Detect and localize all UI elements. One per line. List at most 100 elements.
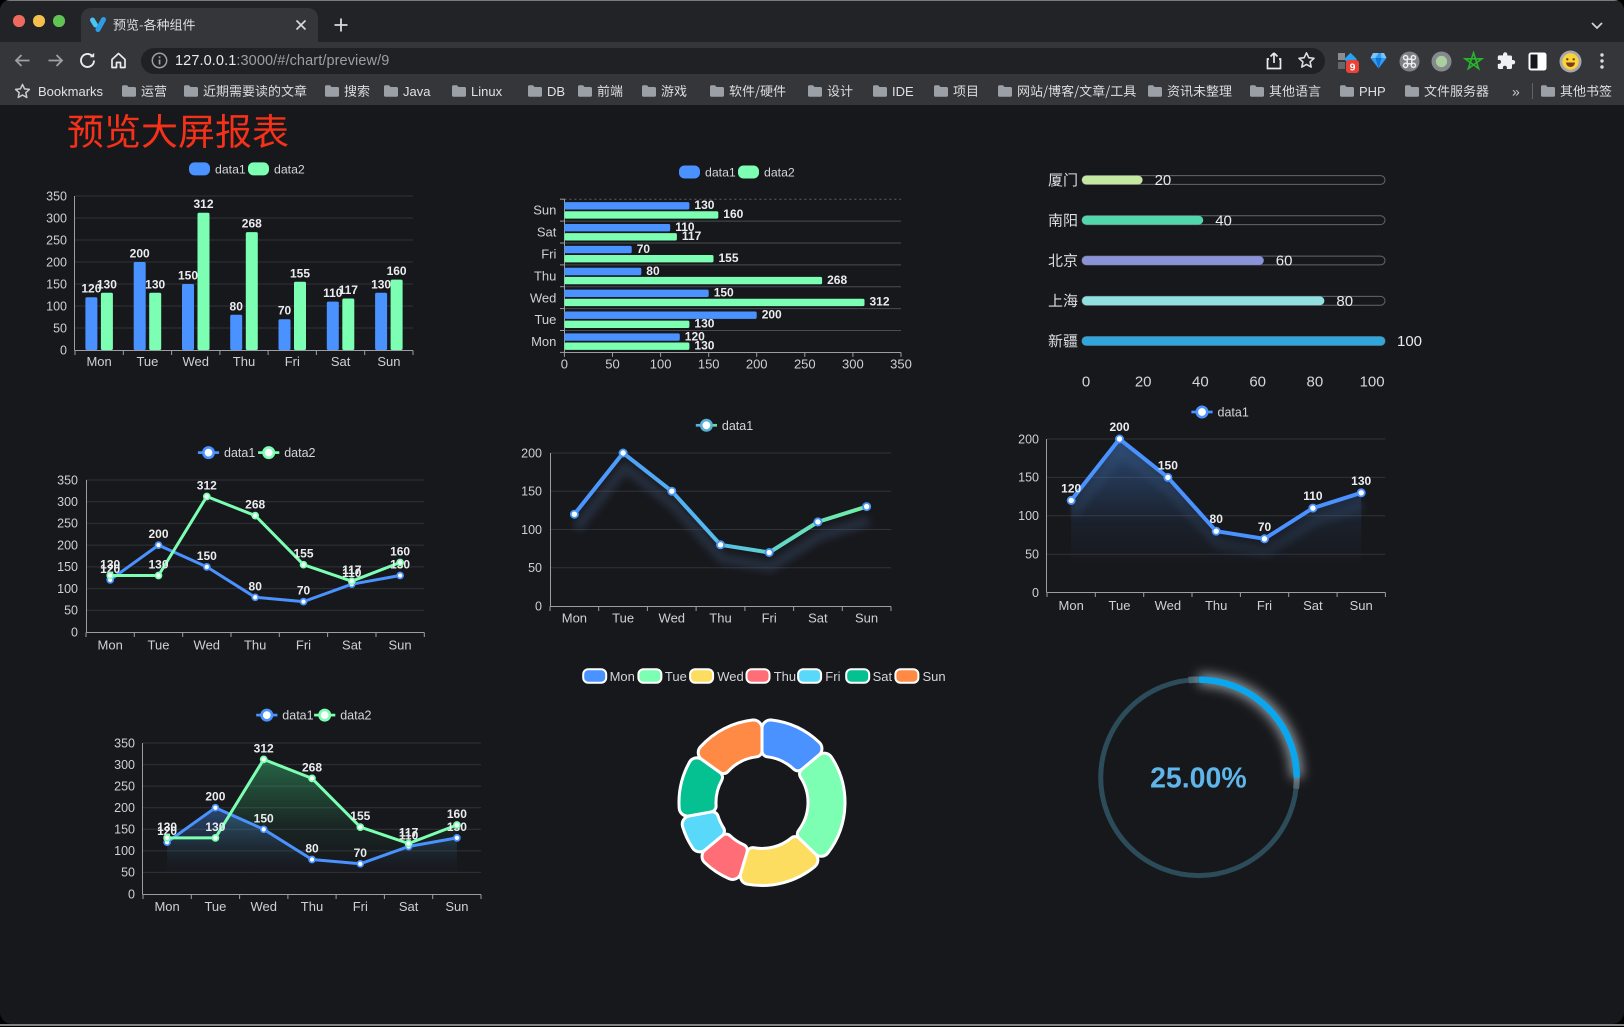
svg-text:20: 20 [1135,374,1152,391]
svg-text:120: 120 [100,562,120,576]
svg-text:Thu: Thu [709,611,731,626]
svg-text:50: 50 [53,321,67,335]
svg-text:350: 350 [890,357,912,372]
svg-text:data1: data1 [282,709,313,723]
svg-text:Mon: Mon [562,611,587,626]
svg-text:Bookmarks: Bookmarks [38,84,104,99]
svg-text:150: 150 [57,560,78,574]
svg-text:Fri: Fri [285,354,300,369]
svg-text:data1: data1 [215,163,246,177]
svg-text:200: 200 [205,790,225,804]
svg-text:130: 130 [148,558,168,572]
svg-text:Mon: Mon [154,899,179,914]
svg-text:Fri: Fri [825,669,840,684]
svg-text:Thu: Thu [233,354,255,369]
svg-text:80: 80 [1210,512,1224,526]
svg-text:312: 312 [197,479,217,493]
svg-text:data2: data2 [340,709,371,723]
svg-text:40: 40 [1192,374,1209,391]
svg-text:80: 80 [230,299,244,313]
svg-text:268: 268 [827,273,847,287]
svg-text:80: 80 [1336,293,1353,310]
svg-text:110: 110 [323,286,343,300]
svg-text:150: 150 [698,357,720,372]
svg-text:80: 80 [1307,374,1324,391]
svg-text:130: 130 [1351,474,1371,488]
svg-text:130: 130 [371,277,391,291]
svg-text:Fri: Fri [1257,598,1272,613]
svg-text:300: 300 [114,758,135,772]
svg-text:Mon: Mon [610,669,635,684]
svg-text:200: 200 [762,308,782,322]
svg-text:70: 70 [297,584,311,598]
svg-text:117: 117 [342,563,362,577]
svg-text:50: 50 [64,604,78,618]
svg-text:130: 130 [694,317,714,331]
svg-text:130: 130 [100,558,120,572]
svg-text:300: 300 [57,495,78,509]
svg-text:data1: data1 [722,419,753,433]
svg-text:50: 50 [121,866,135,880]
svg-text:160: 160 [447,807,467,821]
svg-text:0: 0 [561,357,568,372]
svg-text:150: 150 [1158,458,1178,472]
svg-text:200: 200 [746,357,768,372]
svg-text:Wed: Wed [194,638,221,653]
svg-text:130: 130 [694,198,714,212]
svg-text:Sun: Sun [445,899,468,914]
svg-text:150: 150 [1018,471,1039,485]
svg-text:data2: data2 [284,446,315,460]
svg-text:110: 110 [342,566,362,580]
svg-text:Mon: Mon [98,638,123,653]
svg-text:117: 117 [339,283,359,297]
svg-text:155: 155 [719,251,739,265]
svg-text:100: 100 [46,299,67,313]
svg-text:Sat: Sat [537,225,557,240]
svg-text:200: 200 [114,801,135,815]
svg-text:80: 80 [646,264,660,278]
svg-text:100: 100 [1360,374,1385,391]
svg-text:Java: Java [403,84,431,99]
svg-text:Sun: Sun [855,611,878,626]
svg-text:Wed: Wed [659,611,686,626]
svg-text:120: 120 [81,282,101,296]
svg-text:Sun: Sun [1350,598,1373,613]
svg-text:0: 0 [1032,586,1039,600]
svg-text:200: 200 [57,538,78,552]
svg-text:130: 130 [97,277,117,291]
svg-text:60: 60 [1276,253,1293,270]
svg-text:350: 350 [46,189,67,203]
svg-text:155: 155 [290,266,310,280]
svg-text:data1: data1 [705,166,736,180]
svg-text:80: 80 [249,579,263,593]
svg-text:155: 155 [293,547,313,561]
svg-text:data2: data2 [274,163,305,177]
svg-text:60: 60 [1249,374,1266,391]
svg-text:250: 250 [794,357,816,372]
svg-text:150: 150 [178,269,198,283]
svg-text:DB: DB [547,84,565,99]
svg-text:Sun: Sun [377,354,400,369]
svg-text:0: 0 [128,887,135,901]
svg-text:Sun: Sun [389,638,412,653]
svg-text:Tue: Tue [204,899,226,914]
svg-text:Mon: Mon [531,334,556,349]
svg-text:268: 268 [242,217,262,231]
svg-text:150: 150 [521,485,542,499]
svg-text:Wed: Wed [182,354,209,369]
svg-text:100: 100 [1397,333,1422,350]
svg-text:110: 110 [399,829,419,843]
svg-text:100: 100 [521,523,542,537]
svg-text:40: 40 [1215,212,1232,229]
svg-text:80: 80 [305,842,319,856]
svg-text:Thu: Thu [1205,598,1227,613]
svg-text:350: 350 [57,473,78,487]
svg-text:312: 312 [870,295,890,309]
svg-text:Tue: Tue [136,354,158,369]
svg-text:Fri: Fri [296,638,311,653]
svg-text:Linux: Linux [471,84,503,99]
svg-text:100: 100 [57,582,78,596]
svg-text:0: 0 [1082,374,1090,391]
svg-text:20: 20 [1155,172,1172,189]
svg-text:160: 160 [390,545,410,559]
